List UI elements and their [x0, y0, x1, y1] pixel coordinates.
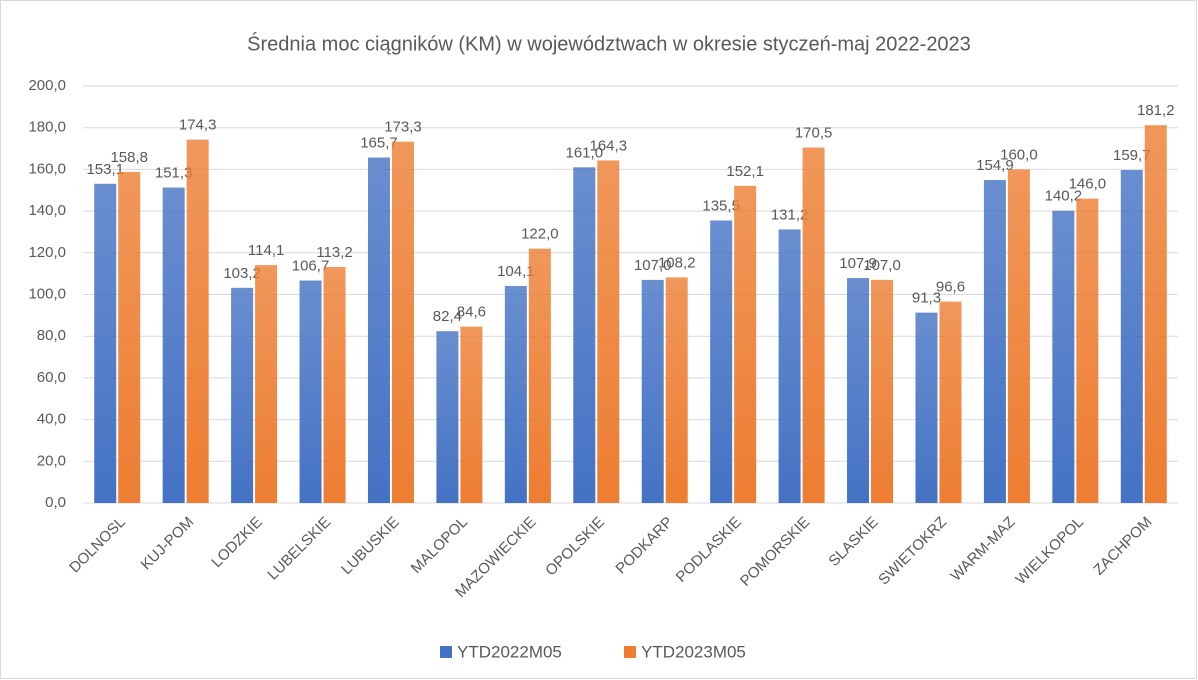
bar — [299, 280, 322, 503]
value-label: 161,0 — [566, 144, 604, 161]
y-tick-label: 160,0 — [28, 160, 66, 177]
y-tick-label: 80,0 — [37, 327, 66, 344]
value-label: 96,6 — [936, 279, 965, 296]
bar — [1007, 169, 1030, 503]
value-label: 154,9 — [976, 157, 1014, 174]
y-tick-label: 120,0 — [28, 244, 66, 261]
bar — [939, 301, 962, 503]
value-label: 181,2 — [1137, 102, 1175, 119]
value-label: 165,7 — [360, 134, 398, 151]
bar — [665, 277, 688, 503]
value-label: 104,1 — [497, 263, 535, 280]
bar — [528, 248, 551, 503]
bar — [915, 312, 938, 503]
bar — [847, 278, 870, 503]
value-label: 140,2 — [1045, 188, 1083, 205]
bar — [1076, 198, 1099, 503]
value-label: 103,2 — [223, 265, 261, 282]
value-label: 84,6 — [457, 304, 486, 321]
y-tick-label: 200,0 — [28, 77, 66, 94]
bar — [710, 220, 733, 504]
value-label: 146,0 — [1069, 176, 1107, 193]
bar — [871, 279, 894, 503]
bar — [231, 287, 254, 503]
chart-title: Średnia moc ciągników (KM) w województwa… — [247, 31, 971, 55]
value-label: 174,3 — [179, 117, 217, 134]
value-label: 106,7 — [292, 257, 330, 274]
legend-swatch — [624, 646, 636, 658]
bar — [778, 229, 801, 503]
legend-swatch — [440, 646, 452, 658]
value-label: 107,0 — [634, 257, 672, 274]
value-label: 108,2 — [658, 254, 696, 271]
value-label: 164,3 — [590, 137, 628, 154]
bar — [94, 183, 117, 503]
bar — [118, 171, 141, 504]
bar — [597, 160, 620, 503]
bar — [436, 331, 459, 503]
y-tick-label: 0,0 — [45, 494, 66, 511]
y-tick-label: 100,0 — [28, 285, 66, 302]
value-label: 113,2 — [316, 244, 352, 261]
value-label: 170,5 — [795, 124, 833, 141]
value-label: 152,1 — [726, 163, 764, 180]
value-label: 82,4 — [433, 308, 462, 325]
value-label: 91,3 — [912, 290, 941, 307]
bar — [1052, 210, 1075, 504]
value-label: 153,1 — [86, 161, 124, 178]
y-tick-label: 60,0 — [37, 369, 66, 386]
value-label: 107,0 — [863, 257, 901, 274]
bar — [1120, 170, 1143, 503]
bar — [734, 185, 757, 503]
bar — [367, 157, 390, 503]
bar — [186, 139, 209, 503]
value-label: 173,3 — [384, 119, 422, 136]
bar — [255, 265, 278, 503]
value-label: 135,5 — [702, 197, 740, 214]
y-tick-label: 40,0 — [37, 411, 66, 428]
bar — [162, 187, 185, 504]
value-label: 107,9 — [839, 255, 877, 272]
legend-label: YTD2022M05 — [457, 642, 562, 661]
bar — [460, 326, 483, 503]
bar — [641, 279, 664, 503]
y-tick-label: 180,0 — [28, 119, 66, 136]
y-tick-label: 140,0 — [28, 202, 66, 219]
bar — [983, 180, 1006, 503]
value-label: 158,8 — [110, 149, 148, 166]
bar — [504, 285, 527, 503]
y-tick-label: 20,0 — [37, 452, 66, 469]
value-label: 114,1 — [248, 242, 284, 259]
value-label: 151,3 — [155, 165, 193, 182]
value-label: 160,0 — [1000, 146, 1038, 163]
value-label: 159,7 — [1113, 147, 1151, 164]
bar — [573, 167, 596, 503]
bar — [1144, 125, 1167, 503]
bar — [802, 147, 825, 503]
value-label: 122,0 — [521, 226, 559, 243]
bar — [391, 141, 414, 503]
legend-label: YTD2023M05 — [641, 642, 746, 661]
value-label: 131,2 — [771, 206, 809, 223]
bar — [323, 266, 346, 503]
